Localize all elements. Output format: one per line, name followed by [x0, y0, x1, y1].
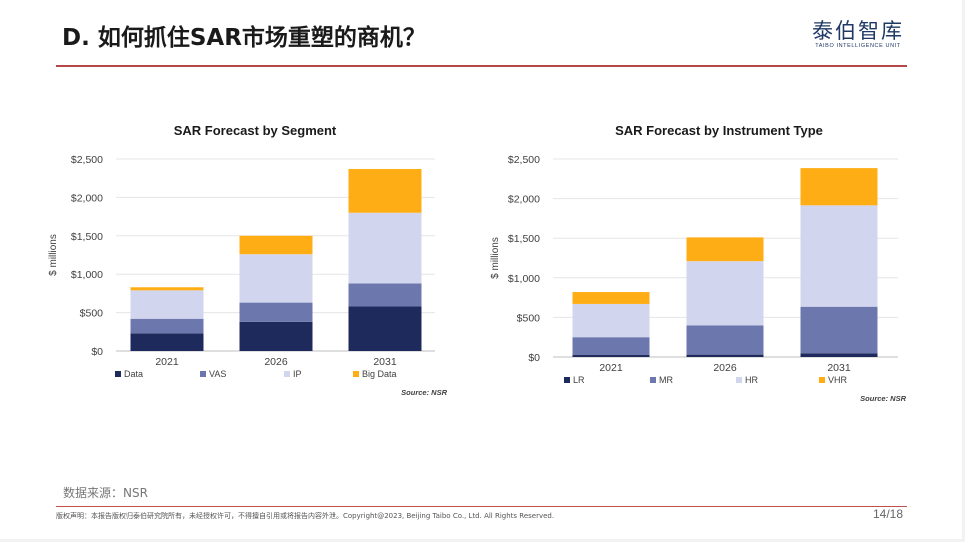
- logo-text: 泰伯智库: [812, 19, 904, 43]
- legend-swatch: [115, 371, 121, 377]
- y-tick-label: $2,000: [71, 192, 103, 204]
- copyright-notice: 版权声明：本报告版权归泰伯研究院所有，未经授权许可，不得擅自引用或将报告内容外泄…: [56, 512, 555, 520]
- y-axis-label: $ millions: [48, 234, 59, 276]
- bar-segment: [572, 303, 650, 338]
- legend-label: Big Data: [362, 369, 397, 379]
- bar-segment: [572, 292, 650, 304]
- legend-swatch: [200, 371, 206, 377]
- y-tick-label: $1,500: [71, 231, 103, 243]
- bar-segment: [800, 168, 878, 206]
- x-tick-label: 2026: [264, 356, 288, 368]
- legend-label: LR: [573, 375, 585, 385]
- instrument-chart: SAR Forecast by Instrument Type $0 $500 $1,…: [490, 123, 907, 403]
- title-divider: [56, 65, 907, 67]
- legend-swatch: [736, 377, 742, 383]
- y-tick-label: $1,000: [508, 273, 540, 285]
- legend-label: HR: [745, 375, 758, 385]
- bar-segment: [348, 212, 422, 284]
- legend-label: Data: [124, 369, 143, 379]
- footer-divider: [56, 506, 907, 507]
- y-tick-label: $500: [80, 308, 104, 320]
- legend-swatch: [650, 377, 656, 383]
- bar-segment: [572, 337, 650, 356]
- legend-label: IP: [293, 369, 302, 379]
- logo: 泰伯智库 TAIBO INTELLIGENCE UNIT: [812, 20, 904, 49]
- y-tick-label: $1,500: [508, 233, 540, 245]
- data-source-note: 数据来源：NSR: [63, 486, 148, 500]
- x-tick-label: 2031: [827, 362, 851, 374]
- legend-label: VAS: [209, 369, 226, 379]
- bar-segment: [800, 353, 878, 357]
- bar-segment: [800, 306, 878, 354]
- y-tick-label: $2,000: [508, 194, 540, 206]
- chart-source: Source: NSR: [860, 394, 906, 403]
- chart-title: SAR Forecast by Segment: [174, 123, 337, 138]
- bar-segment: [572, 355, 650, 357]
- bar-segment: [686, 354, 764, 357]
- y-tick-label: $2,500: [71, 154, 103, 166]
- bar-segment: [348, 306, 422, 351]
- legend-swatch: [564, 377, 570, 383]
- legend-label: VHR: [828, 375, 848, 385]
- x-tick-label: 2031: [373, 356, 397, 368]
- bar-segment: [686, 237, 764, 262]
- bar-segment: [800, 205, 878, 307]
- legend-swatch: [353, 371, 359, 377]
- bar-segment: [348, 283, 422, 307]
- bar-segment: [686, 261, 764, 326]
- legend-swatch: [284, 371, 290, 377]
- y-tick-label: $2,500: [508, 154, 540, 166]
- bar-segment: [130, 318, 204, 334]
- y-tick-label: $0: [91, 346, 103, 358]
- y-axis-label: $ millions: [490, 237, 501, 279]
- bar-segment: [686, 325, 764, 355]
- bar-segment: [130, 333, 204, 351]
- y-tick-label: $500: [517, 312, 541, 324]
- x-tick-label: 2021: [599, 362, 623, 374]
- legend-swatch: [819, 377, 825, 383]
- bar-segment: [130, 287, 204, 291]
- x-tick-label: 2021: [155, 356, 179, 368]
- page-number: 14/18: [872, 507, 903, 521]
- x-tick-label: 2026: [713, 362, 737, 374]
- page-title: D. 如何抓住SAR市场重塑的商机？: [62, 25, 426, 51]
- bar-segment: [239, 254, 313, 303]
- bar-segment: [239, 235, 313, 255]
- legend-label: MR: [659, 375, 673, 385]
- logo-subtitle: TAIBO INTELLIGENCE UNIT: [815, 43, 901, 49]
- chart-source: Source: NSR: [401, 388, 447, 397]
- chart-title: SAR Forecast by Instrument Type: [615, 123, 823, 138]
- segment-chart: SAR Forecast by Segment $0 $500 $1,000 $1,50…: [48, 123, 448, 397]
- bar-segment: [348, 168, 422, 213]
- bar-segment: [239, 302, 313, 322]
- bar-segment: [239, 321, 313, 351]
- y-tick-label: $1,000: [71, 269, 103, 281]
- y-tick-label: $0: [528, 352, 540, 364]
- bar-segment: [130, 290, 204, 319]
